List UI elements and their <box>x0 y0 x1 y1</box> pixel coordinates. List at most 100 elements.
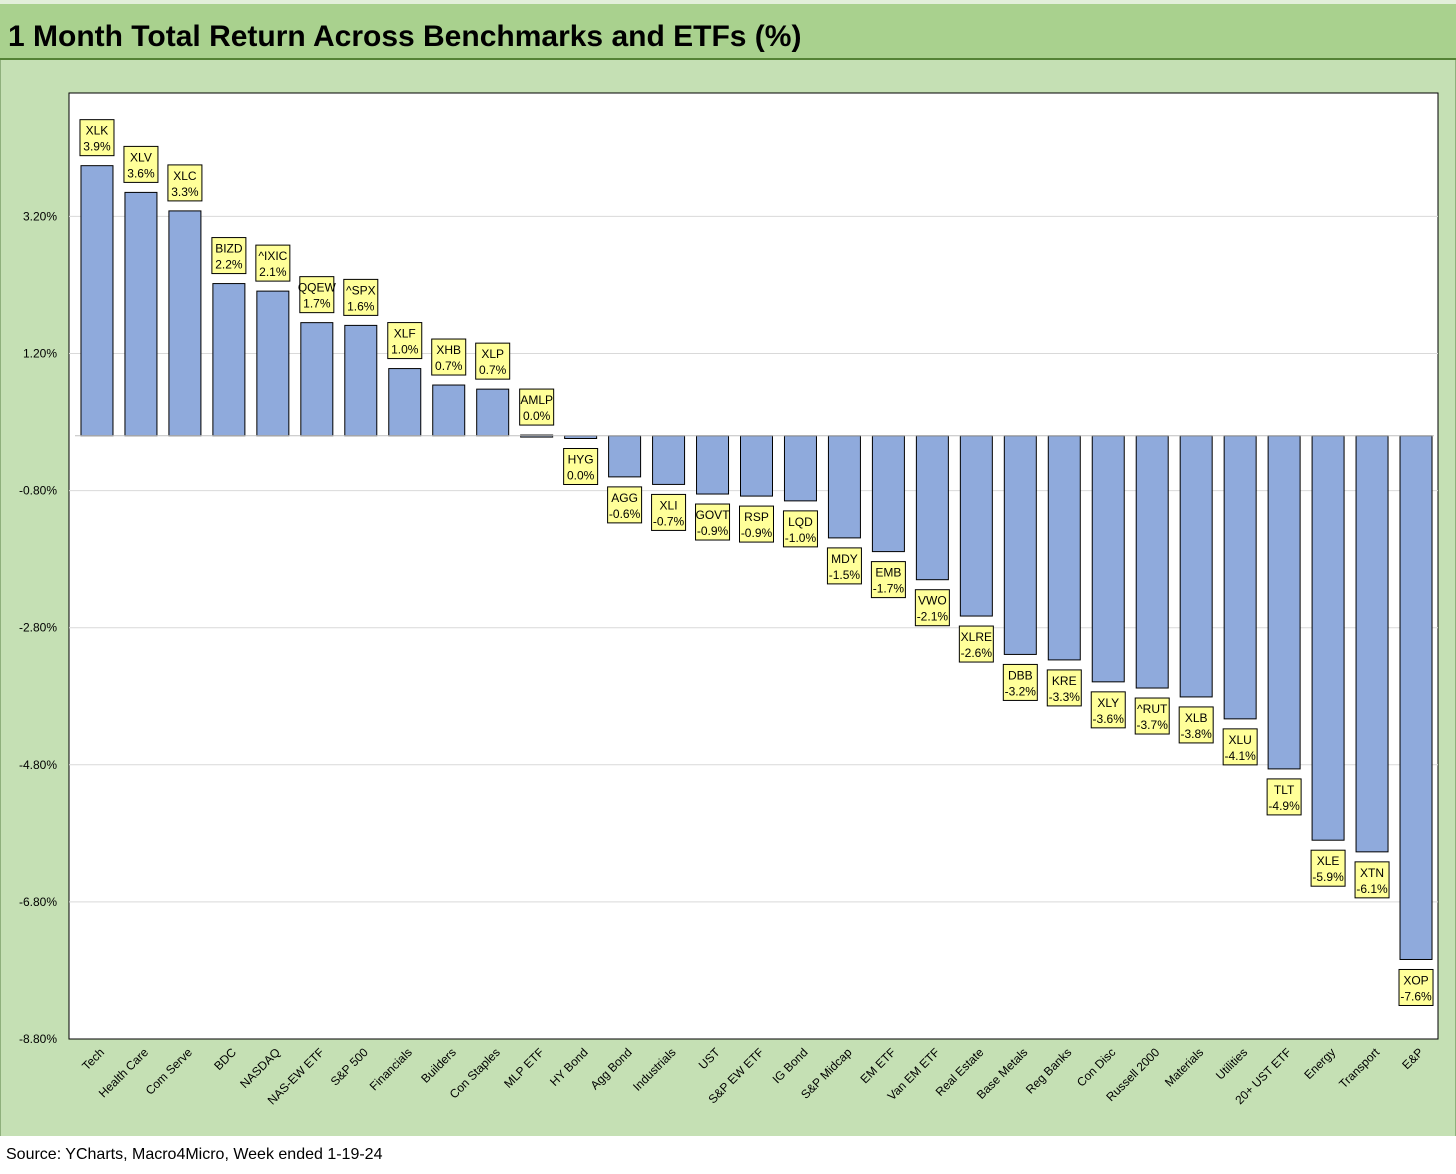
data-label-ticker: ^RUT <box>1137 702 1168 716</box>
data-label-box <box>958 625 994 663</box>
x-tick-label: Builders <box>418 1045 459 1086</box>
data-label-value: 0.0% <box>523 409 551 423</box>
data-label: DBB -3.2% <box>1002 663 1038 701</box>
data-label-ticker: TLT <box>1274 783 1295 797</box>
y-tick-label: 3.20% <box>23 209 57 223</box>
data-label: TLT -4.9% <box>1266 778 1302 816</box>
data-label-value: -1.7% <box>873 582 905 596</box>
data-label: MDY -1.5% <box>826 547 862 585</box>
y-tick-label: -4.80% <box>19 758 57 772</box>
data-label-ticker: XLRE <box>961 630 992 644</box>
bar <box>168 210 202 437</box>
data-label: AMLP 0.0% <box>519 388 555 426</box>
data-label-box <box>607 486 643 524</box>
bar <box>124 191 158 437</box>
data-label-ticker: XLP <box>481 347 504 361</box>
data-label-value: -3.8% <box>1180 727 1212 741</box>
data-label: XLK 3.9% <box>79 119 115 157</box>
y-tick-label: -6.80% <box>19 895 57 909</box>
bar <box>783 435 817 502</box>
data-label: XLV 3.6% <box>123 145 159 183</box>
x-tick-label: MLP ETF <box>501 1045 547 1091</box>
bar <box>1355 435 1389 853</box>
data-label: ^RUT -3.7% <box>1134 697 1170 735</box>
data-label-box <box>519 388 555 426</box>
data-label-box <box>255 244 291 282</box>
bar-chart: 3.20% 1.20% -0.80% -2.80% -4.80% -6.80% -8.80%… <box>19 92 1439 1107</box>
data-label-box <box>1222 728 1258 766</box>
data-label-box <box>1354 861 1390 899</box>
y-tick-label: -8.80% <box>19 1032 57 1046</box>
data-label-ticker: XLC <box>173 169 197 183</box>
data-label-box <box>431 338 467 376</box>
data-label: GOVT -0.9% <box>695 503 731 541</box>
data-label-value: -1.5% <box>829 568 861 582</box>
data-label: EMB -1.7% <box>870 561 906 599</box>
data-label: KRE -3.3% <box>1046 669 1082 707</box>
bar <box>1399 435 1433 960</box>
y-tick-label: 1.20% <box>23 346 57 360</box>
data-label-box <box>387 322 423 360</box>
bar <box>212 283 246 437</box>
x-tick-label: S&P 500 <box>328 1045 371 1088</box>
data-label-value: -4.9% <box>1268 799 1300 813</box>
data-label-ticker: XLB <box>1185 711 1208 725</box>
data-label-value: -2.6% <box>961 646 993 660</box>
data-label-ticker: VWO <box>918 594 947 608</box>
data-label-value: -7.6% <box>1400 989 1432 1003</box>
data-label-ticker: DBB <box>1008 668 1033 682</box>
data-label: BIZD 2.2% <box>211 237 247 275</box>
x-tick-label: Energy <box>1301 1045 1338 1082</box>
data-label-ticker: RSP <box>744 510 769 524</box>
x-tick-label: Con Disc <box>1074 1045 1118 1089</box>
data-label-ticker: XLK <box>86 124 109 138</box>
top-strip <box>0 0 1456 4</box>
x-tick-label: Materials <box>1162 1045 1206 1089</box>
bar <box>608 435 642 478</box>
data-label-value: 1.7% <box>303 297 331 311</box>
data-label-ticker: BIZD <box>215 242 243 256</box>
data-label-ticker: GOVT <box>696 508 731 522</box>
data-label-box <box>1134 697 1170 735</box>
data-label: ^SPX 1.6% <box>343 278 379 316</box>
data-label-value: -1.0% <box>785 531 817 545</box>
data-label-box <box>123 145 159 183</box>
bar <box>1135 435 1169 689</box>
data-label: XTN -6.1% <box>1354 861 1390 899</box>
data-label-value: -4.1% <box>1224 749 1256 763</box>
data-label-box <box>826 547 862 585</box>
data-label-ticker: XHB <box>436 343 461 357</box>
bar <box>1091 435 1125 683</box>
data-label-value: -0.6% <box>609 507 641 521</box>
data-label-value: -0.9% <box>697 524 729 538</box>
x-tick-label: Financials <box>367 1045 415 1093</box>
chart-area: 3.20% 1.20% -0.80% -2.80% -4.80% -6.80% -8.80%… <box>0 60 1456 1136</box>
data-label-value: -0.7% <box>653 514 685 528</box>
data-label: RSP -0.9% <box>739 505 774 543</box>
data-label: AGG -0.6% <box>607 486 643 524</box>
data-label-box <box>211 237 247 275</box>
data-label-ticker: ^SPX <box>346 283 376 297</box>
data-label-value: 2.1% <box>259 265 287 279</box>
data-label-value: -3.2% <box>1005 684 1037 698</box>
bar <box>80 165 114 437</box>
bar <box>652 435 686 485</box>
bar <box>740 435 773 497</box>
bar <box>959 435 993 617</box>
data-label: XLP 0.7% <box>475 342 511 380</box>
x-tick-label: NASDAQ <box>237 1045 283 1091</box>
data-label-box <box>343 278 379 316</box>
chart-title: 1 Month Total Return Across Benchmarks a… <box>8 20 802 53</box>
data-label: XOP -7.6% <box>1398 968 1434 1006</box>
data-label: XLB -3.8% <box>1178 706 1214 744</box>
bar <box>388 368 422 437</box>
data-label-box <box>1310 849 1346 887</box>
data-label-ticker: XLE <box>1317 854 1340 868</box>
data-label-box <box>651 493 687 531</box>
data-label-ticker: XLI <box>660 498 678 512</box>
data-label: XLU -4.1% <box>1222 728 1258 766</box>
x-tick-label: EM ETF <box>858 1045 899 1086</box>
bar <box>476 388 510 437</box>
data-label-value: -3.3% <box>1049 690 1081 704</box>
bar <box>344 324 378 437</box>
